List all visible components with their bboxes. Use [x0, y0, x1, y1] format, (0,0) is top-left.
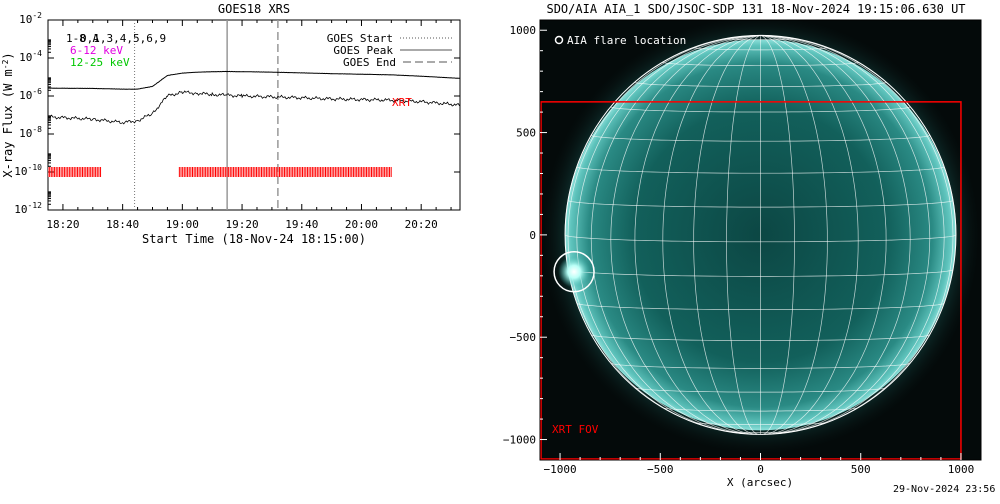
aia-flare-location-circle	[553, 250, 595, 293]
aia-longitude-line	[760, 35, 954, 431]
aia-y-tick-label: −1000	[503, 434, 536, 447]
goes-series-label-1-8: 1-8 A	[66, 32, 99, 45]
aia-longitude-line	[760, 35, 795, 435]
goes-series	[48, 70, 460, 125]
goes-y-tick-label: 10-2	[19, 11, 42, 26]
aia-longitude-line	[760, 35, 945, 434]
aia-longitude-line	[760, 35, 828, 435]
goes-series-label-6-12: 6-12 keV	[70, 44, 123, 57]
aia-limb	[564, 34, 957, 435]
goes-y-tick-base: 10	[14, 165, 27, 178]
goes-y-tick-exponent: -8	[32, 125, 42, 134]
aia-longitude-line	[760, 35, 859, 435]
goes-x-tick-label: 18:40	[106, 218, 139, 231]
goes-y-axis-label: X-ray Flux (W m-2)	[1, 52, 15, 177]
aia-longitude-line	[590, 35, 761, 434]
goes-x-axis-label: Start Time (18-Nov-24 18:15:00)	[142, 232, 366, 246]
goes-x-tick-label: 19:20	[225, 218, 258, 231]
goes-y-tick-label: 10-4	[19, 49, 42, 64]
goes-series-line	[48, 70, 460, 90]
goes-y-tick-label: 10-8	[19, 125, 42, 140]
aia-x-tick-label: 500	[851, 463, 871, 476]
aia-legend-circle	[554, 35, 564, 45]
aia-xrt-fov-box	[540, 101, 962, 460]
goes-y-axis-label-end: )	[1, 52, 15, 59]
aia-panel: SDO/AIA AIA_1 SDO/JSOC-SDP 131 18-Nov-20…	[503, 2, 982, 489]
goes-x-tick-label: 20:00	[345, 218, 378, 231]
aia-y-tick-label: 500	[516, 127, 536, 140]
aia-legend-label: AIA flare location	[567, 34, 686, 47]
goes-y-tick-base: 10	[19, 127, 32, 140]
goes-event-lines	[134, 20, 279, 210]
goes-x-axis: 18:20 18:40 19:00 19:20 19:40 20:00 20:20	[46, 20, 452, 231]
goes-xrt-observation-ticks	[48, 167, 392, 177]
aia-longitude-line	[760, 35, 887, 435]
goes-y-tick-label: 10-12	[14, 201, 42, 216]
goes-series-label-12-25: 12-25 keV	[70, 56, 130, 69]
aia-longitude-line	[634, 35, 761, 435]
goes-y-tick-exponent: -6	[32, 87, 42, 96]
aia-y-tick-label: −500	[510, 331, 537, 344]
legend-goes-start-label: GOES Start	[327, 32, 393, 45]
goes-y-tick-base: 10	[19, 51, 32, 64]
aia-flare-glow	[558, 255, 591, 288]
goes-overlay-label: 0,1,3,4,5,6,9	[80, 32, 166, 45]
aia-longitude-line	[693, 35, 761, 435]
aia-fov-label: XRT FOV	[552, 423, 599, 436]
legend-goes-peak-label: GOES Peak	[333, 44, 393, 57]
aia-title: SDO/AIA AIA_1 SDO/JSOC-SDP 131 18-Nov-20…	[546, 2, 965, 16]
goes-series-line	[48, 90, 460, 125]
legend-goes-end-label: GOES End	[343, 56, 396, 69]
goes-y-axis-label-main: X-ray Flux (W m	[1, 69, 15, 177]
goes-x-tick-label: 18:20	[46, 218, 79, 231]
footer-timestamp: 29-Nov-2024 23:56	[893, 484, 996, 495]
aia-x-tick-label: 0	[757, 463, 764, 476]
aia-longitude-line	[760, 35, 911, 435]
goes-y-tick-exponent: -10	[28, 163, 43, 172]
goes-y-tick-label: 10-10	[14, 163, 42, 178]
goes-y-tick-base: 10	[19, 89, 32, 102]
aia-x-tick-label: −1000	[543, 463, 576, 476]
aia-longitude-line	[726, 35, 761, 435]
goes-y-tick-exponent: -12	[28, 201, 43, 210]
aia-x-axis-label: X (arcsec)	[727, 476, 793, 489]
aia-longitude-line	[662, 35, 761, 435]
aia-y-tick-label: 1000	[510, 24, 537, 37]
goes-legend: GOES Start GOES Peak GOES End	[327, 32, 452, 69]
aia-x-tick-label: −500	[647, 463, 674, 476]
aia-longitude-line	[567, 35, 761, 431]
aia-x-axis: −1000 −500 0 500 1000	[543, 453, 974, 476]
goes-x-tick-label: 19:40	[285, 218, 318, 231]
goes-y-tick-exponent: -2	[32, 11, 42, 20]
goes-y-tick-base: 10	[14, 203, 27, 216]
goes-title: GOES18 XRS	[218, 2, 290, 16]
goes-y-tick-base: 10	[19, 13, 32, 26]
aia-y-axis: −1000 −500 0 500 1000	[503, 24, 547, 447]
aia-y-tick-label: 0	[529, 229, 536, 242]
aia-x-tick-label: 1000	[948, 463, 975, 476]
goes-y-tick-exponent: -4	[32, 49, 42, 58]
goes-y-axis-label-sup: -2	[1, 59, 10, 69]
aia-longitude-line	[576, 35, 761, 434]
aia-longitude-line	[610, 35, 761, 435]
aia-heliographic-grid	[564, 34, 957, 435]
goes-x-tick-label: 19:00	[166, 218, 199, 231]
goes-x-tick-label: 20:20	[405, 218, 438, 231]
goes-y-tick-label: 10-6	[19, 87, 42, 102]
goes-plot-frame	[47, 19, 461, 211]
goes-xrt-label: XRT	[392, 96, 412, 109]
aia-longitude-line	[760, 35, 931, 434]
